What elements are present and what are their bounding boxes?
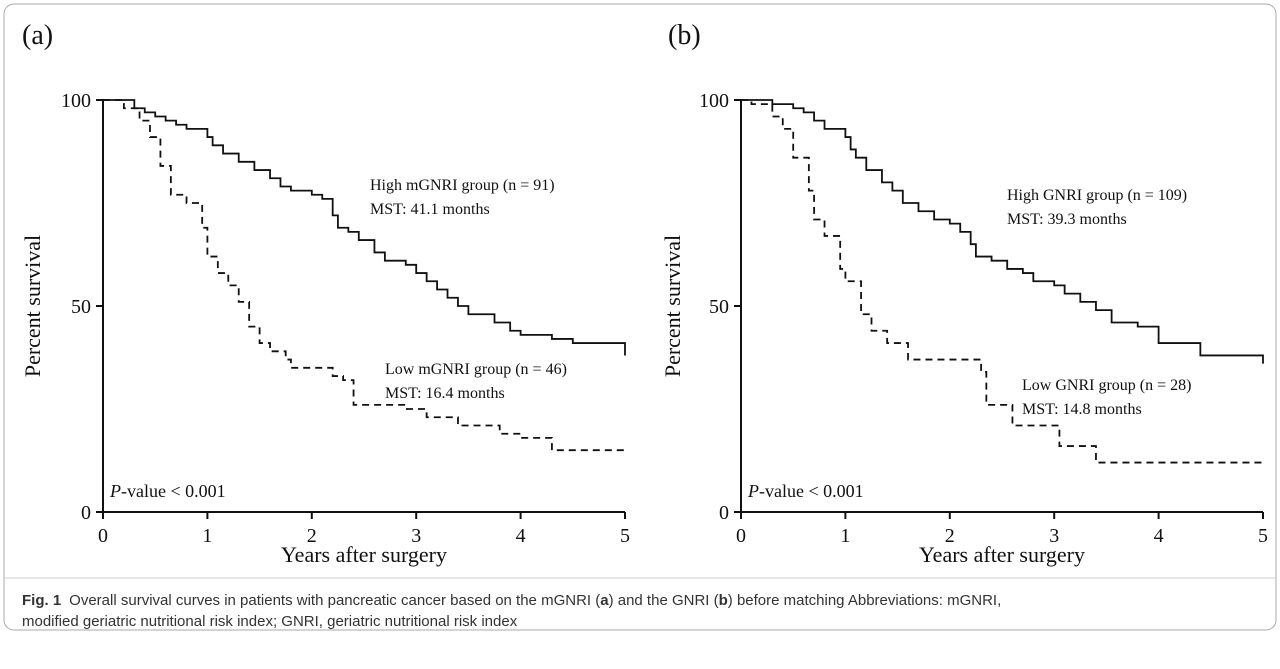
survival-curve: [103, 99, 625, 452]
group-label: Low mGNRI group (n = 46): [385, 361, 567, 378]
x-tick-label: 0: [98, 525, 108, 547]
frame: [3, 3, 1277, 631]
y-tick-label: 100: [699, 90, 729, 112]
x-tick-label: 4: [516, 525, 526, 547]
p-value-text: -value < 0.001: [121, 481, 226, 501]
x-tick-label: 5: [1258, 525, 1268, 547]
y-axis-label: Percent survival: [20, 235, 45, 377]
mst-label: MST: 41.1 months: [370, 201, 490, 218]
caption-line2: modified geriatric nutritional risk inde…: [22, 613, 518, 630]
y-tick-label: 0: [719, 502, 729, 524]
caption-label: Fig. 1: [22, 592, 61, 609]
p-value: P-value < 0.001: [109, 481, 226, 501]
p-value-italic: P: [109, 481, 121, 501]
survival-curve: [103, 99, 626, 356]
group-label: Low GNRI group (n = 28): [1022, 377, 1191, 394]
y-tick-label: 0: [81, 502, 91, 524]
x-axis-label: Years after surgery: [919, 542, 1085, 567]
group-label: High GNRI group (n = 109): [1007, 187, 1187, 204]
caption-line1: Fig. 1 Overall survival curves in patient…: [22, 592, 1001, 609]
x-tick-label: 1: [840, 525, 850, 547]
caption-text: b: [719, 592, 728, 609]
caption-text: ) and the GNRI (: [609, 592, 719, 609]
y-axis-label: Percent survival: [660, 235, 685, 377]
x-tick-label: 1: [202, 525, 212, 547]
p-value: P-value < 0.001: [747, 481, 864, 501]
mst-label: MST: 16.4 months: [385, 385, 505, 402]
x-tick-label: 4: [1154, 525, 1164, 547]
x-tick-label: 3: [411, 525, 421, 547]
x-tick-label: 5: [620, 525, 630, 547]
caption-text: Overall survival curves in patients with…: [69, 592, 600, 609]
y-tick-label: 50: [71, 296, 91, 318]
group-label: High mGNRI group (n = 91): [370, 177, 555, 194]
y-tick-label: 50: [709, 296, 729, 318]
panel-label: (b): [668, 20, 701, 51]
survival-curve: [741, 99, 1263, 464]
x-tick-label: 3: [1049, 525, 1059, 547]
x-axis-label: Years after surgery: [281, 542, 447, 567]
x-tick-label: 0: [736, 525, 746, 547]
x-tick-label: 2: [945, 525, 955, 547]
caption-text: a: [600, 592, 609, 609]
y-tick-label: 100: [61, 90, 91, 112]
mst-label: MST: 14.8 months: [1022, 401, 1142, 418]
p-value-italic: P: [747, 481, 759, 501]
panel-label: (a): [22, 20, 53, 51]
mst-label: MST: 39.3 months: [1007, 211, 1127, 228]
caption-text: ) before matching Abbreviations: mGNRI,: [728, 592, 1001, 609]
x-tick-label: 2: [307, 525, 317, 547]
p-value-text: -value < 0.001: [759, 481, 864, 501]
survival-curve: [741, 99, 1264, 364]
